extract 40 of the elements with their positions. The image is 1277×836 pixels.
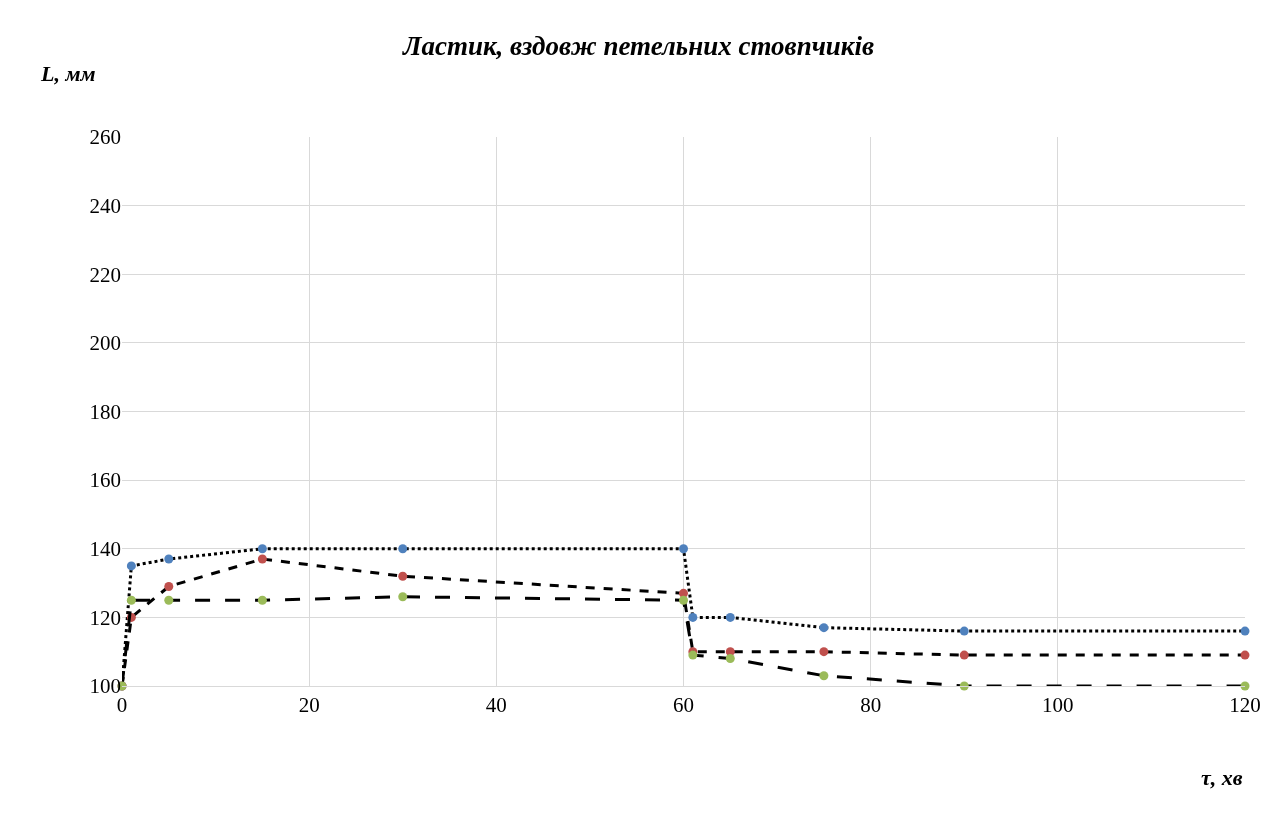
- point: [257, 554, 267, 564]
- y-tick-label: 240: [89, 193, 121, 218]
- point: [257, 544, 267, 554]
- point: [679, 544, 688, 554]
- y-axis-title: L, мм: [40, 61, 96, 86]
- point: [959, 650, 969, 660]
- point: [959, 626, 969, 636]
- point: [819, 623, 829, 633]
- point: [126, 561, 136, 571]
- y-tick-label: 140: [89, 537, 121, 562]
- x-axis-title: τ, хв: [1201, 765, 1243, 790]
- point: [164, 554, 174, 564]
- y-tick-label: 200: [89, 331, 121, 356]
- point: [819, 671, 829, 681]
- y-tick-label: 180: [89, 399, 121, 424]
- y-tick-label: 120: [89, 605, 121, 630]
- point: [398, 571, 408, 581]
- point: [679, 595, 688, 605]
- y-tick-label: 260: [89, 125, 121, 150]
- point: [725, 612, 735, 622]
- point: [164, 581, 174, 591]
- x-tick-label: 60: [673, 693, 694, 718]
- x-tick-label: 120: [1229, 693, 1261, 718]
- point: [164, 595, 174, 605]
- point: [257, 595, 267, 605]
- x-tick-label: 80: [860, 693, 882, 718]
- y-tick-label: 160: [89, 468, 121, 493]
- point: [688, 612, 698, 622]
- x-tick-label: 100: [1042, 693, 1074, 718]
- point: [725, 654, 735, 664]
- x-tick-label: 20: [298, 693, 320, 718]
- point: [126, 595, 136, 605]
- chart-title: Ластик, вздовж петельних стовпчиків: [401, 31, 875, 62]
- x-tick-label: 40: [485, 693, 507, 718]
- point: [819, 647, 829, 657]
- y-tick-label: 220: [89, 262, 121, 287]
- point: [398, 544, 408, 554]
- point: [398, 592, 408, 602]
- point: [1240, 626, 1250, 636]
- point: [1240, 650, 1250, 660]
